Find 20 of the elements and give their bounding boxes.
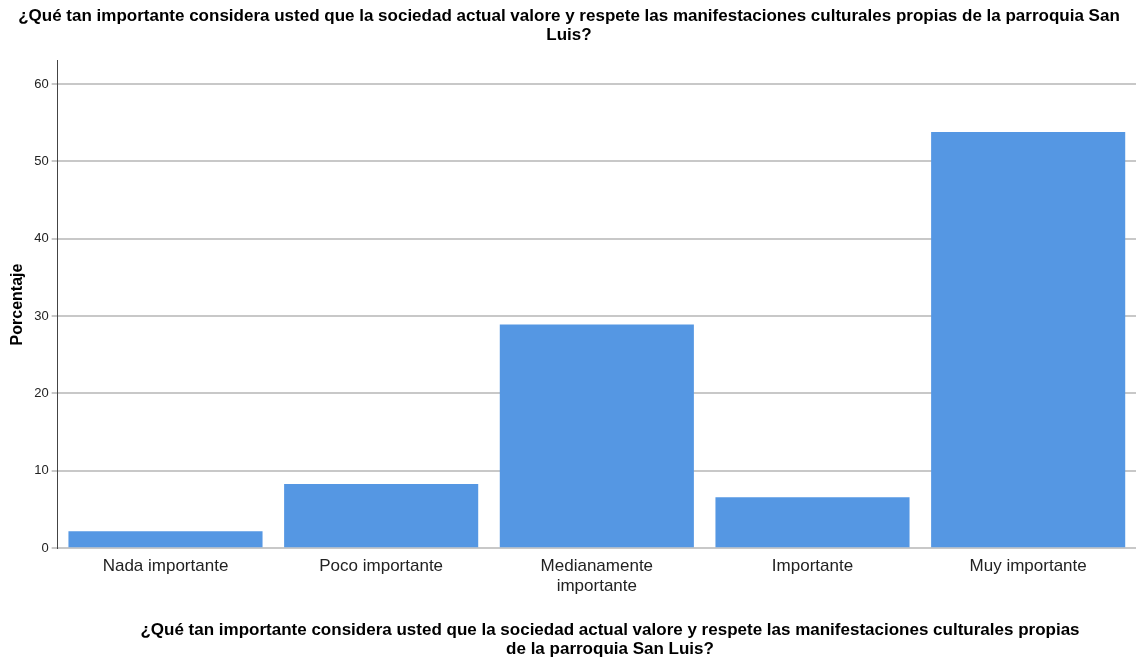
- y-axis-title: Porcentaje: [8, 263, 26, 346]
- bar: [68, 531, 263, 548]
- x-tick-label: Medianamente importante: [540, 556, 654, 596]
- bar: [499, 324, 694, 548]
- y-tick-label: 50: [34, 152, 49, 168]
- bar: [284, 483, 479, 548]
- y-tick-label: 60: [34, 75, 49, 91]
- bar: [931, 131, 1126, 548]
- x-tick-label: Nada importante: [102, 556, 229, 576]
- x-tick-label: Muy importante: [969, 556, 1087, 576]
- x-axis-title: ¿Qué tan importante considera usted que la sociedad actual valore y respete las manifestaciones culturales propias de la parroquia San Luis?: [139, 620, 1081, 658]
- chart-title: ¿Qué tan importante considera usted que la sociedad actual valore y respete las manifestaciones culturales propias de la parroquia San Luis?: [17, 6, 1121, 44]
- y-tick-label: 30: [34, 307, 49, 323]
- y-tick-label: 0: [41, 539, 49, 555]
- y-tick-label: 20: [34, 385, 49, 401]
- x-tick-label: Importante: [771, 556, 854, 576]
- y-tick-label: 40: [34, 230, 49, 246]
- x-tick-label: Poco importante: [319, 556, 444, 576]
- bar: [715, 497, 910, 548]
- y-tick-label: 10: [34, 462, 49, 478]
